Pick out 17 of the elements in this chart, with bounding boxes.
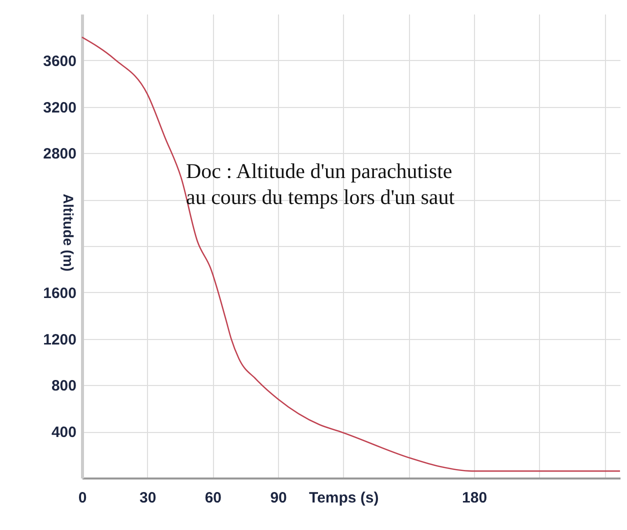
x-tick-label: 180	[462, 490, 488, 506]
annotation: au cours du temps lors d'un saut	[186, 185, 455, 209]
y-tick-label: 1200	[43, 331, 76, 348]
annotation: Doc : Altitude d'un parachutiste	[186, 159, 452, 183]
y-axis-title: Altitude (m)	[60, 194, 76, 272]
x-tick-label: 30	[140, 490, 156, 506]
x-tick-label: 60	[204, 490, 222, 506]
y-tick-label: 2800	[43, 146, 76, 163]
x-tick-label: 0	[78, 490, 87, 506]
x-axis-title: Temps (s)	[309, 490, 379, 506]
y-tick-label: 800	[51, 378, 76, 395]
y-tick-label: 3600	[43, 52, 76, 70]
line-series	[81, 36, 621, 472]
y-tick-label: 400	[51, 424, 76, 442]
x-tick-label: 90	[270, 490, 287, 506]
y-tick-label: 1600	[43, 284, 76, 302]
y-tick-label: 3200	[43, 99, 76, 116]
